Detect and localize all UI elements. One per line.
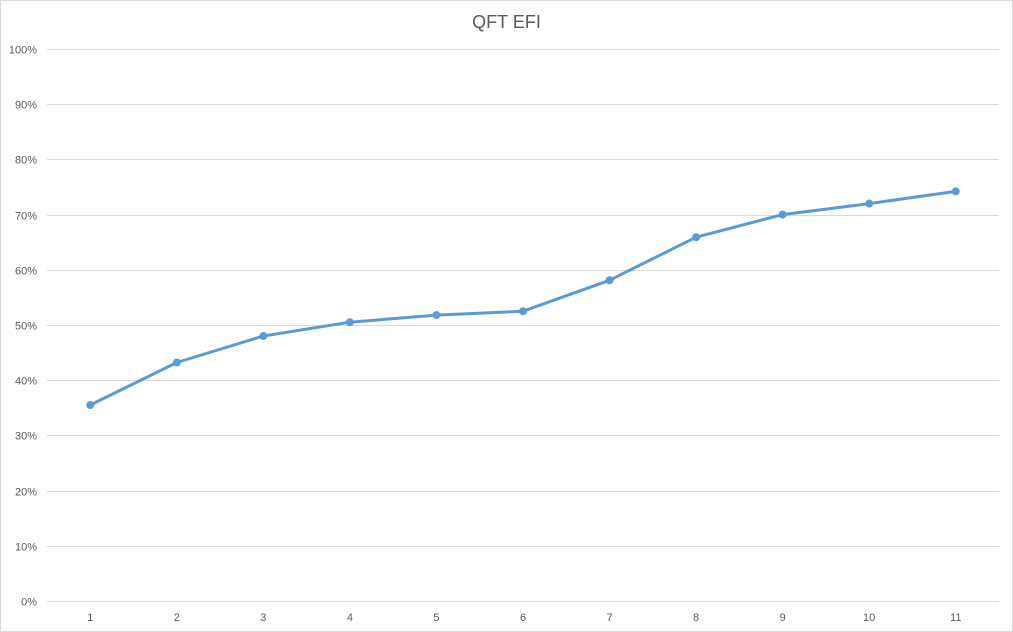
data-point <box>520 308 527 315</box>
y-tick-label: 0% <box>21 597 37 609</box>
data-point <box>693 234 700 241</box>
x-tick-label: 8 <box>693 612 699 624</box>
x-tick-label: 1 <box>87 612 93 624</box>
x-tick-label: 3 <box>260 612 266 624</box>
x-tick-label: 2 <box>174 612 180 624</box>
series-layer <box>87 188 959 409</box>
data-point <box>606 277 613 284</box>
y-tick-label: 100% <box>9 45 37 57</box>
y-tick-label: 30% <box>15 431 37 443</box>
x-tick-label: 4 <box>347 612 353 624</box>
y-tick-label: 80% <box>15 155 37 167</box>
y-tick-label: 20% <box>15 487 37 499</box>
x-tick-label: 10 <box>863 612 875 624</box>
x-tick-label: 11 <box>950 612 961 624</box>
x-tick-label: 5 <box>433 612 439 624</box>
x-tick-label: 6 <box>520 612 526 624</box>
y-tick-label: 90% <box>15 100 37 112</box>
data-point <box>87 402 94 409</box>
y-axis-ticks: 0% 10% 20% 30% 40% 50% 60% 70% 80% 90% 100% <box>9 45 37 609</box>
y-tick-label: 50% <box>15 321 37 333</box>
x-tick-label: 9 <box>780 612 786 624</box>
data-point <box>779 211 786 218</box>
y-tick-label: 60% <box>15 266 37 278</box>
y-tick-label: 10% <box>15 542 37 554</box>
x-axis-ticks: 1 2 3 4 5 6 7 8 9 10 11 <box>87 612 961 624</box>
data-point <box>433 312 440 319</box>
data-point <box>952 188 959 195</box>
series-line <box>90 191 955 405</box>
gridlines <box>47 50 999 602</box>
data-point <box>173 359 180 366</box>
data-point <box>346 319 353 326</box>
y-tick-label: 40% <box>15 376 37 388</box>
y-tick-label: 70% <box>15 211 37 223</box>
x-tick-label: 7 <box>606 612 612 624</box>
data-point <box>866 200 873 207</box>
data-point <box>260 333 267 340</box>
